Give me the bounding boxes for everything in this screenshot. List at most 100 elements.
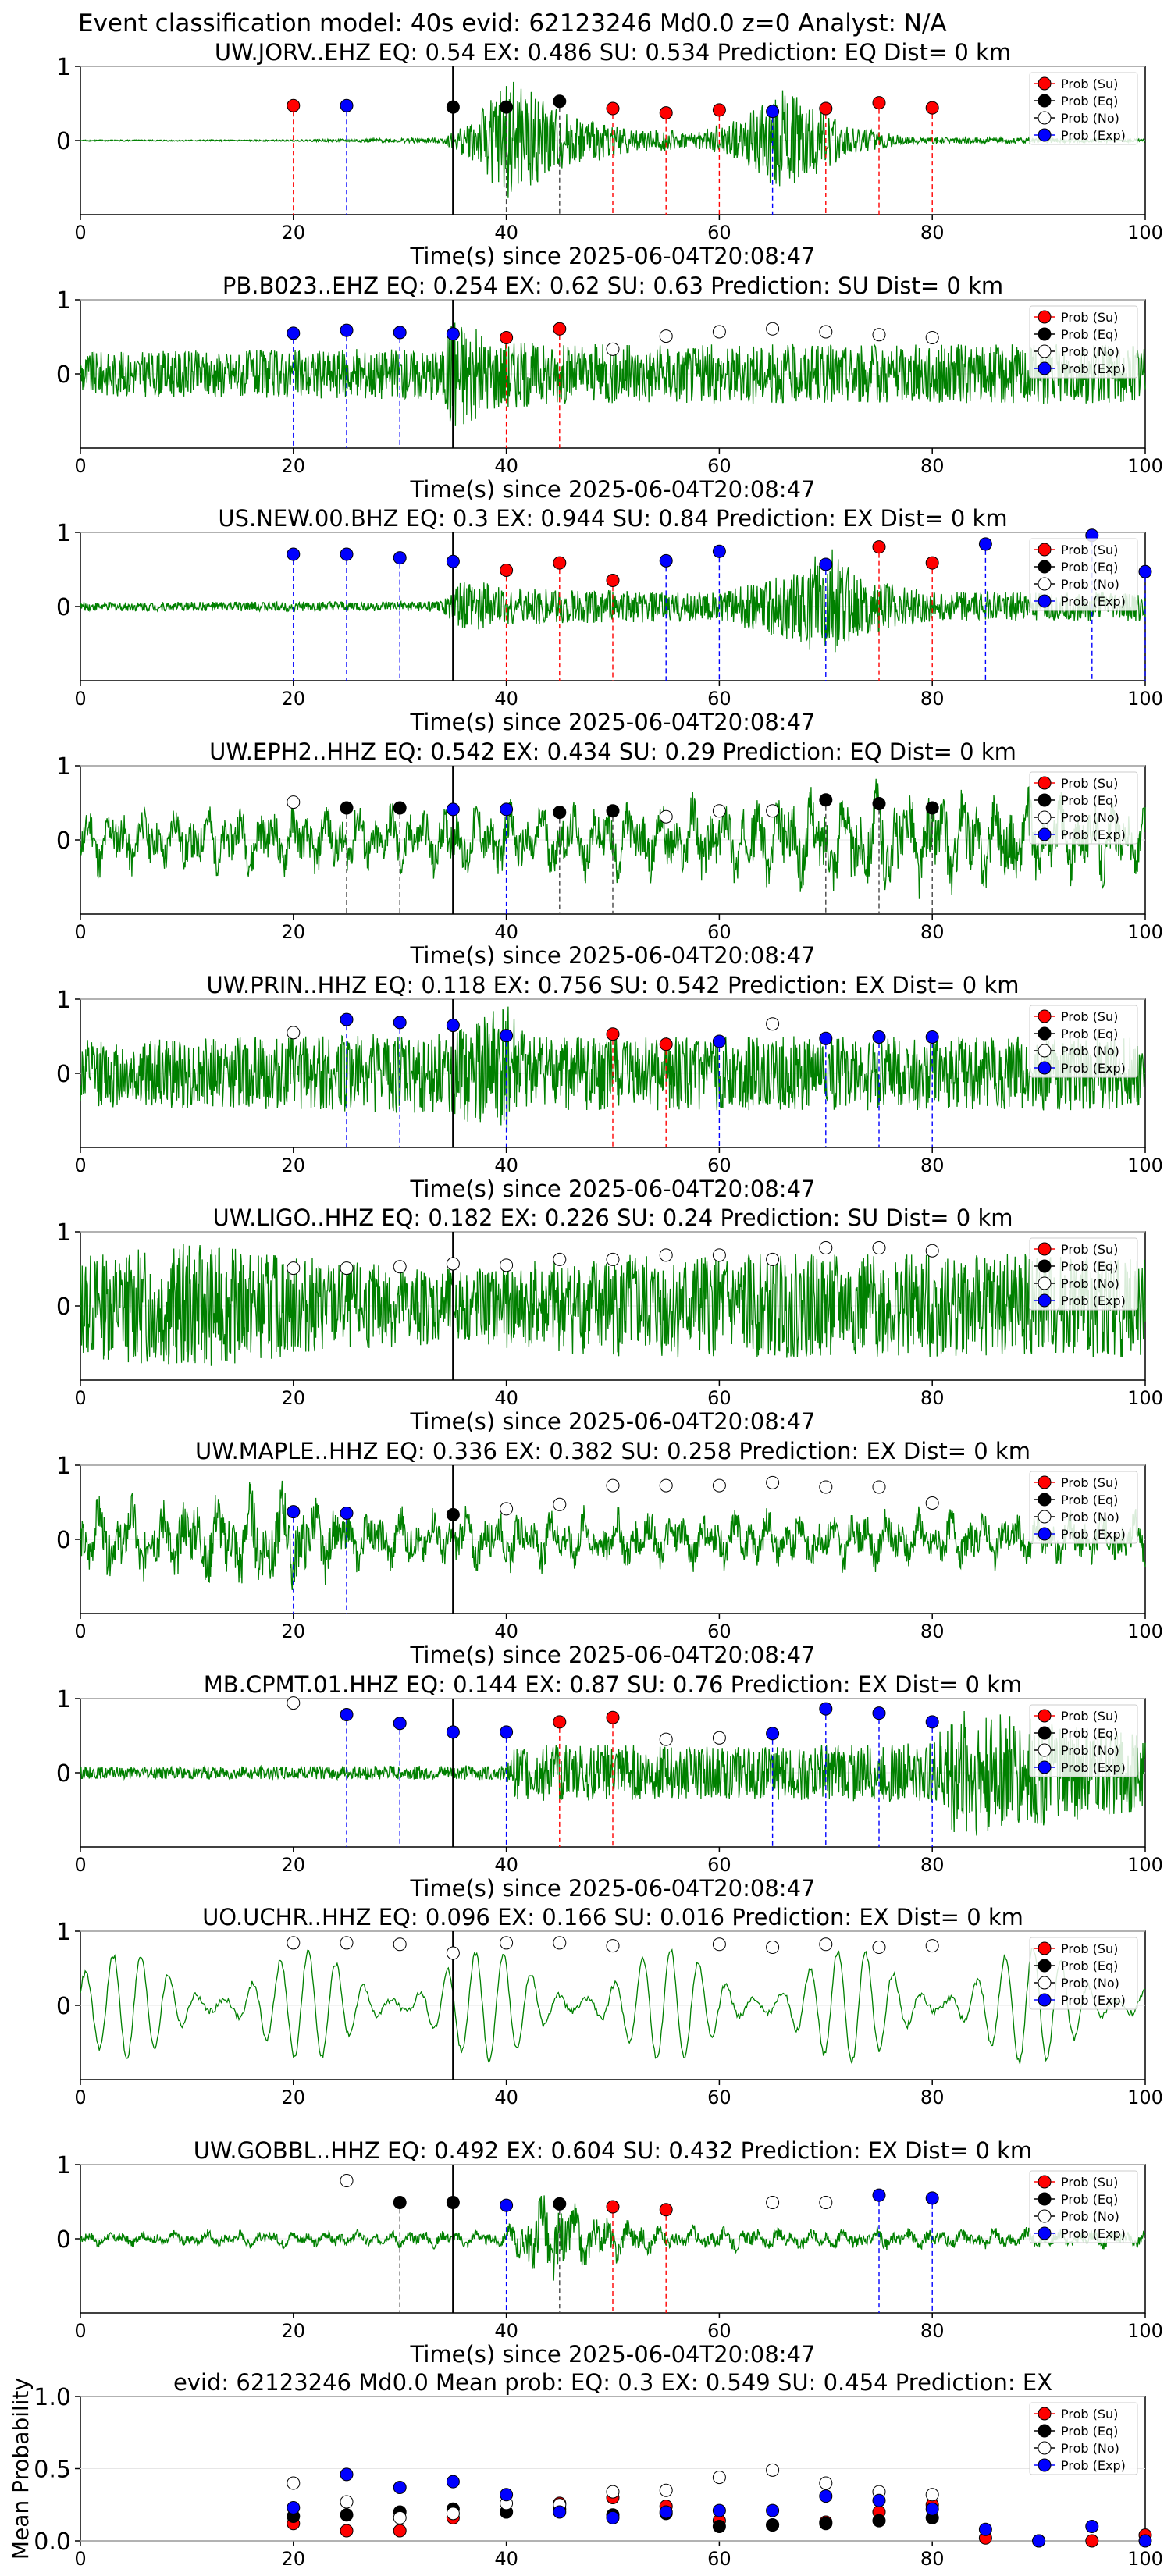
- x-tick-label: 80: [920, 1621, 945, 1642]
- y-tick-label: 0: [56, 1293, 71, 1321]
- legend-marker-eq: [1038, 560, 1052, 574]
- prob-point-no: [393, 1260, 407, 1274]
- y-tick-label: 0: [56, 361, 71, 389]
- mean-point-exp: [712, 2503, 726, 2517]
- prob-point-exp: [287, 326, 301, 340]
- legend-marker-exp: [1038, 361, 1052, 375]
- prob-point-no: [287, 1936, 301, 1950]
- x-tick-label: 40: [494, 1155, 518, 1176]
- prob-point-no: [819, 325, 833, 339]
- prob-point-exp: [500, 1029, 514, 1043]
- x-tick-label: 80: [920, 455, 945, 477]
- y-tick-label: 1: [56, 1219, 71, 1247]
- prob-point-su: [553, 556, 567, 570]
- x-tick-label: 20: [282, 1621, 306, 1642]
- x-axis-label: Time(s) since 2025-06-04T20:08:47: [410, 476, 816, 503]
- legend-label-su: Prob (Su): [1061, 1709, 1118, 1724]
- legend-marker-exp: [1038, 1527, 1052, 1541]
- prob-point-exp: [766, 105, 780, 119]
- legend-marker-eq: [1038, 1959, 1052, 1973]
- legend-marker-su: [1038, 1475, 1052, 1489]
- x-tick-label: 40: [494, 688, 518, 710]
- prob-point-su: [500, 330, 514, 344]
- legend-marker-exp: [1038, 2458, 1052, 2472]
- prob-point-no: [500, 1258, 514, 1272]
- mean-point-no: [659, 2483, 673, 2497]
- prob-point-exp: [872, 1030, 886, 1044]
- x-tick-label: 80: [920, 2548, 945, 2570]
- prob-point-exp: [287, 547, 301, 561]
- legend-marker-su: [1038, 543, 1052, 557]
- prob-point-no: [766, 1941, 780, 1955]
- x-tick-label: 40: [494, 2087, 518, 2108]
- y-tick-label: 1: [56, 1919, 71, 1946]
- prob-point-su: [872, 540, 886, 554]
- prob-point-no: [659, 1732, 673, 1746]
- legend-box: [1029, 1704, 1138, 1777]
- panel-5: 0 20 40 60 80 100 1 0 UW.LIGO..HHZ EQ: 0.182 EX:…: [56, 1204, 1163, 1435]
- y-tick-label: 0.5: [34, 2457, 71, 2484]
- prob-point-eq: [500, 100, 514, 114]
- legend-marker-su: [1038, 76, 1052, 91]
- waveform-trace: [80, 778, 1146, 899]
- prob-point-no: [659, 1478, 673, 1493]
- prob-point-no: [340, 1936, 354, 1950]
- mean-point-no: [393, 2510, 407, 2524]
- prob-point-exp: [340, 323, 354, 337]
- prob-point-exp: [872, 1706, 886, 1720]
- mean-point-exp: [659, 2505, 673, 2519]
- prob-point-exp: [766, 1727, 780, 1741]
- mean-point-no: [287, 2476, 301, 2490]
- x-tick-label: 0: [74, 1155, 86, 1176]
- prob-point-eq: [819, 793, 833, 807]
- x-tick-label: 40: [494, 2548, 518, 2570]
- mean-point-eq: [819, 2517, 833, 2531]
- prob-point-no: [819, 1480, 833, 1494]
- mean-point-exp: [819, 2489, 833, 2503]
- y-tick-label: 1: [56, 2152, 71, 2179]
- prob-point-su: [606, 1027, 620, 1041]
- legend-marker-exp: [1038, 1061, 1052, 1075]
- mean-point-exp: [287, 2500, 301, 2514]
- prob-point-su: [606, 573, 620, 587]
- legend-marker-su: [1038, 2175, 1052, 2189]
- x-tick-label: 20: [282, 1854, 306, 1876]
- prob-point-no: [712, 1731, 726, 1745]
- legend-label-su: Prob (Su): [1061, 310, 1118, 325]
- legend-box: [1029, 2170, 1138, 2243]
- legend-marker-su: [1038, 1009, 1052, 1023]
- legend-marker-no: [1038, 1743, 1052, 1757]
- prob-point-su: [659, 1037, 673, 1051]
- prob-point-exp: [500, 1725, 514, 1739]
- prob-point-eq: [446, 1507, 460, 1521]
- panel-title: US.NEW.00.BHZ EQ: 0.3 EX: 0.944 SU: 0.84…: [218, 505, 1007, 532]
- prob-point-eq: [446, 100, 460, 114]
- prob-point-no: [712, 1937, 726, 1952]
- x-axis-label: Time(s) since 2025-06-04T20:08:47: [410, 1875, 816, 1902]
- prob-point-exp: [393, 1717, 407, 1731]
- mean-point-eq: [766, 2518, 780, 2532]
- prob-point-eq: [393, 801, 407, 815]
- prob-point-no: [500, 1936, 514, 1950]
- legend-label-su: Prob (Su): [1061, 1009, 1118, 1024]
- x-tick-label: 20: [282, 455, 306, 477]
- y-tick-label: 1: [56, 54, 71, 81]
- prob-point-no: [766, 2195, 780, 2209]
- x-tick-label: 60: [707, 921, 731, 943]
- prob-point-no: [872, 1241, 886, 1255]
- x-tick-label: 20: [282, 2087, 306, 2108]
- prob-point-no: [872, 328, 886, 342]
- prob-point-no: [446, 1946, 460, 1960]
- x-tick-label: 60: [707, 2320, 731, 2342]
- mean-point-no: [340, 2495, 354, 2509]
- legend-label-eq: Prob (Eq): [1061, 2192, 1118, 2207]
- legend-marker-su: [1038, 1242, 1052, 1256]
- panel-7: 0 20 40 60 80 100 1 0 MB.CPMT.01.HHZ EQ: 0.144 E…: [56, 1671, 1163, 1902]
- x-axis-label: Time(s) since 2025-06-04T20:08:47: [410, 1408, 816, 1435]
- prob-point-exp: [446, 802, 460, 817]
- legend-marker-eq: [1038, 793, 1052, 807]
- x-tick-label: 100: [1127, 455, 1163, 477]
- legend-marker-eq: [1038, 2424, 1052, 2438]
- legend-marker-eq: [1038, 327, 1052, 341]
- legend-box: [1029, 1005, 1138, 1078]
